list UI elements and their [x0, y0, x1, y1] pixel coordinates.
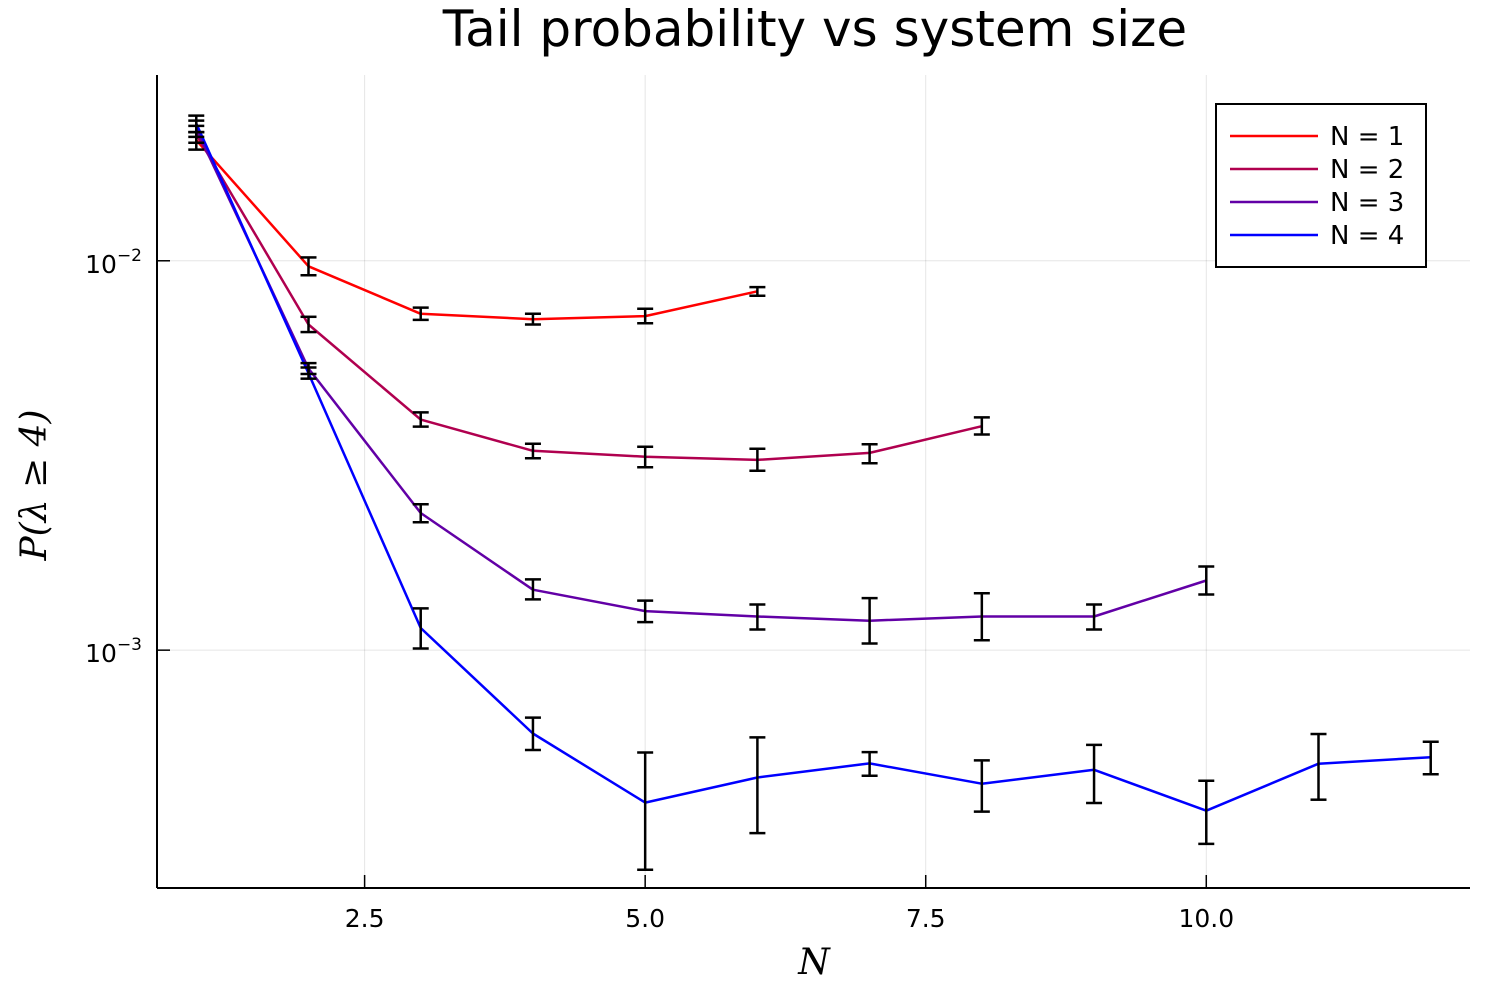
legend-label: N = 4: [1330, 221, 1404, 251]
error-bar: [524, 442, 541, 460]
error-bar: [637, 307, 654, 325]
error-bar: [412, 502, 429, 524]
y-tick-label: 10−3: [85, 635, 142, 668]
error-bar: [1310, 732, 1327, 801]
x-axis-label: N: [797, 942, 831, 983]
legend: N = 1N = 2N = 3N = 4: [1215, 103, 1427, 268]
error-bar: [749, 736, 766, 835]
error-bar: [637, 445, 654, 469]
series-line-n1: [195, 139, 758, 321]
error-bar: [973, 416, 990, 436]
series-line-n4: [195, 123, 1431, 812]
error-bar: [188, 114, 205, 134]
series-line-n3: [195, 128, 1207, 622]
legend-box: [1215, 103, 1427, 268]
error-bar: [524, 716, 541, 752]
error-bar: [300, 315, 317, 334]
error-bar: [973, 759, 990, 813]
error-bar: [749, 285, 766, 298]
chart-title: Tail probability vs system size: [442, 0, 1187, 58]
y-axis-label: P(λ ≥ 4): [14, 409, 55, 561]
x-tick-label: 10.0: [1178, 904, 1234, 933]
error-bar: [1422, 740, 1439, 776]
legend-label: N = 3: [1330, 188, 1404, 218]
x-tick-label: 7.5: [906, 904, 946, 933]
error-bar: [861, 596, 878, 645]
error-bar: [749, 447, 766, 472]
y-tick-label: 10−2: [85, 246, 142, 279]
error-bar: [1086, 743, 1103, 805]
error-bar: [637, 599, 654, 624]
error-bar: [412, 607, 429, 650]
axes: 2.5 5.0 7.5 10.0 10−2 10−3: [85, 75, 1470, 933]
error-bar: [300, 256, 317, 277]
error-bar: [973, 592, 990, 642]
error-bar: [1086, 603, 1103, 631]
legend-label: N = 2: [1330, 155, 1404, 185]
x-tick-label: 5.0: [625, 904, 665, 933]
series-line-n2: [195, 133, 983, 462]
error-bar: [1198, 565, 1215, 596]
errorbar-layer: [188, 114, 1439, 871]
error-bar: [1198, 779, 1215, 846]
x-tick-label: 2.5: [345, 904, 385, 933]
error-bar: [861, 750, 878, 777]
legend-label: N = 1: [1330, 122, 1404, 152]
error-bar: [524, 312, 541, 326]
error-bar: [749, 603, 766, 631]
error-bar: [637, 751, 654, 871]
error-bar: [412, 306, 429, 322]
error-bar: [861, 442, 878, 465]
error-bar: [524, 578, 541, 601]
error-bar: [300, 366, 317, 380]
series-layer: [195, 123, 1431, 812]
grid: [157, 75, 1470, 888]
error-bar: [412, 411, 429, 428]
